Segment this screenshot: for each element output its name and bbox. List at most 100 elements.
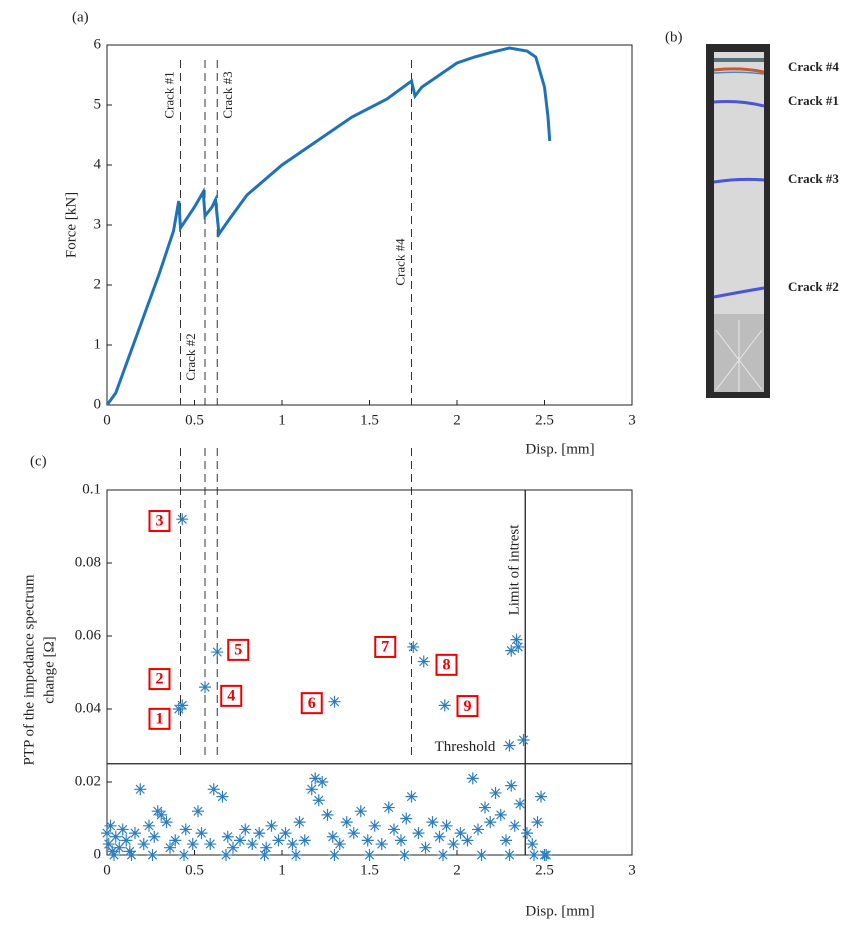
x-tick-label: 2.5 — [535, 862, 554, 878]
data-point — [433, 830, 446, 843]
data-point — [440, 819, 453, 832]
data-point — [437, 849, 449, 861]
y-tick-label: 0.06 — [75, 627, 102, 643]
data-point — [137, 838, 150, 851]
annotation-label: 1 — [156, 711, 164, 728]
annotation-label: 4 — [227, 688, 235, 705]
data-point — [535, 790, 547, 803]
data-point — [363, 849, 376, 861]
data-point — [526, 838, 539, 851]
y-tick-label: 4 — [94, 156, 102, 172]
data-point — [521, 827, 533, 840]
y-tick-label: 0.08 — [75, 554, 101, 570]
data-point — [221, 830, 234, 843]
data-point — [503, 849, 516, 861]
data-point — [134, 783, 147, 796]
x-tick-label: 0 — [103, 412, 111, 428]
data-point — [265, 819, 278, 832]
data-point — [417, 655, 430, 668]
x-tick-label: 0.5 — [185, 862, 204, 878]
y-tick-label: 0.02 — [75, 773, 101, 789]
data-point — [102, 838, 115, 851]
data-point — [407, 640, 420, 653]
data-point — [109, 830, 122, 843]
data-point — [178, 849, 190, 861]
data-point — [472, 823, 484, 836]
data-point — [419, 841, 432, 854]
data-point — [508, 819, 521, 832]
panel-label: (b) — [665, 29, 683, 45]
y-tick-label: 2 — [94, 276, 102, 292]
data-point — [176, 513, 189, 526]
panel-label: (c) — [30, 453, 47, 469]
data-point — [290, 849, 302, 861]
data-point — [321, 808, 334, 821]
x-tick-label: 2 — [453, 862, 461, 878]
data-point — [186, 838, 199, 851]
data-point — [333, 838, 346, 851]
y-tick-label: 1 — [94, 336, 102, 352]
x-tick-label: 0.5 — [185, 412, 204, 428]
limit-label: Limit of intrest — [507, 524, 523, 616]
data-point — [361, 834, 374, 847]
annotation-label: 7 — [381, 639, 389, 656]
data-point — [347, 827, 360, 840]
x-axis-label: Disp. [mm] — [525, 903, 594, 919]
annotation-label: 6 — [308, 695, 316, 712]
data-point — [395, 834, 407, 847]
data-point — [438, 699, 451, 712]
x-tick-label: 1 — [278, 412, 286, 428]
annotation-box — [220, 684, 243, 707]
data-point — [531, 816, 544, 829]
data-point — [412, 827, 425, 840]
data-point — [503, 739, 516, 752]
data-point — [400, 812, 413, 825]
x-tick-label: 2 — [453, 412, 461, 428]
annotation-label: 3 — [156, 513, 164, 530]
data-point — [479, 801, 491, 814]
annotation-box — [148, 707, 171, 730]
data-point — [143, 819, 155, 832]
annotation-box — [456, 695, 479, 718]
data-point — [293, 816, 306, 829]
data-point — [517, 734, 530, 747]
crack-label: Crack #3 — [788, 171, 839, 186]
data-point — [195, 827, 208, 840]
data-point — [246, 838, 259, 851]
data-point — [512, 640, 525, 653]
data-point — [298, 834, 311, 847]
data-point — [461, 834, 474, 847]
data-point — [405, 790, 418, 803]
annotation-box — [435, 653, 458, 676]
annotation-box — [300, 692, 323, 715]
x-tick-label: 3 — [628, 412, 636, 428]
y-axis-label: Force [kN] — [63, 192, 79, 258]
data-point — [104, 819, 117, 832]
data-point — [475, 849, 488, 861]
x-tick-label: 1.5 — [360, 862, 379, 878]
data-point — [172, 703, 185, 715]
data-point — [279, 827, 292, 840]
y-axis-label: change [Ω] — [41, 636, 57, 703]
annotation-box — [374, 635, 397, 658]
annotation-box — [227, 638, 250, 661]
specimen-photo — [706, 44, 770, 398]
data-point — [528, 849, 540, 861]
crack-label: Crack #3 — [220, 71, 235, 118]
data-point — [375, 838, 388, 851]
y-tick-label: 0.1 — [82, 481, 101, 497]
x-tick-label: 0 — [103, 862, 111, 878]
data-point — [116, 823, 129, 836]
data-point — [148, 830, 161, 843]
data-point — [160, 816, 173, 829]
data-point — [466, 772, 479, 785]
annotation-box — [148, 668, 171, 691]
x-tick-label: 2.5 — [535, 412, 554, 428]
data-point — [129, 827, 141, 840]
data-point — [382, 801, 395, 814]
data-point — [120, 834, 133, 847]
data-point — [216, 790, 229, 803]
data-point — [484, 816, 497, 829]
data-point — [398, 849, 411, 861]
